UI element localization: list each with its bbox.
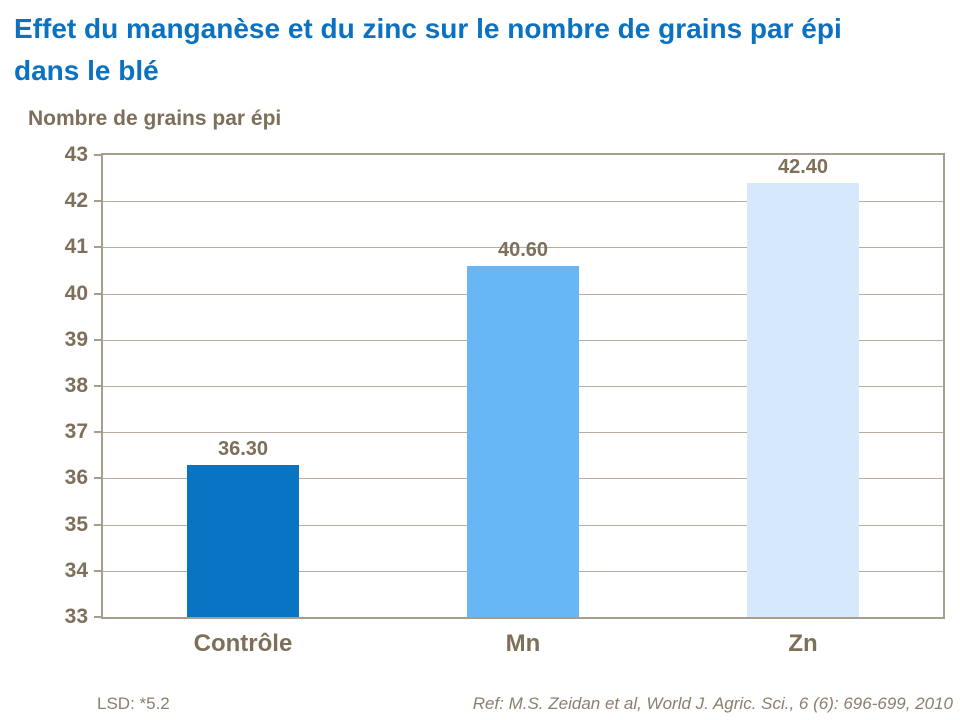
chart-title: Effet du manganèse et du zinc sur le nom…: [14, 13, 842, 86]
y-tick-mark: [94, 616, 103, 618]
x-axis-label-contr-le: Contrôle: [193, 630, 293, 657]
bar-mn: [467, 265, 579, 617]
y-tick-mark: [94, 569, 103, 572]
y-tick-mark: [94, 200, 103, 203]
y-axis-tick-label: 36: [64, 466, 88, 490]
bar-value-label: 40.60: [497, 238, 549, 261]
y-axis-tick-label: 41: [64, 235, 88, 259]
y-axis-tick-label: 38: [64, 374, 88, 397]
gridline: [103, 247, 943, 249]
y-axis-title: Nombre de grains par épi: [28, 107, 282, 130]
x-axis-label-zn: Zn: [788, 630, 818, 657]
bar-contr-le: [187, 464, 299, 617]
y-axis-tick-label: 35: [64, 512, 88, 536]
x-axis-label-mn: Mn: [505, 630, 541, 657]
y-tick-mark: [94, 477, 103, 480]
y-tick-mark: [94, 246, 103, 249]
y-axis-tick-label: 39: [64, 327, 88, 351]
y-tick-mark: [94, 292, 103, 295]
y-tick-mark: [94, 523, 103, 526]
bar-value-label: 36.30: [217, 437, 269, 460]
y-axis-tick-label: 37: [64, 420, 88, 444]
y-axis-tick-label: 43: [64, 143, 88, 166]
y-tick-mark: [94, 385, 103, 387]
y-axis-tick-label: 34: [64, 558, 88, 582]
y-axis-tick-label: 40: [64, 281, 88, 305]
y-axis-tick-label: 33: [64, 605, 88, 628]
y-tick-mark: [94, 431, 103, 434]
y-axis-tick-label: 42: [64, 189, 88, 213]
reference-citation: Ref: M.S. Zeidan et al, World J. Agric. …: [472, 694, 953, 713]
bar-zn: [747, 182, 859, 617]
gridline: [103, 201, 943, 203]
y-tick-mark: [94, 154, 103, 156]
plot-area: 36.30 40.60 42.40: [101, 153, 945, 619]
y-tick-mark: [94, 338, 103, 341]
lsd-note: LSD: *5.2: [97, 694, 170, 713]
bar-value-label: 42.40: [777, 155, 829, 178]
